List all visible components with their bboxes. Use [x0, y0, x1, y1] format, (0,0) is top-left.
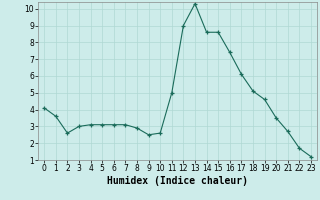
- X-axis label: Humidex (Indice chaleur): Humidex (Indice chaleur): [107, 176, 248, 186]
